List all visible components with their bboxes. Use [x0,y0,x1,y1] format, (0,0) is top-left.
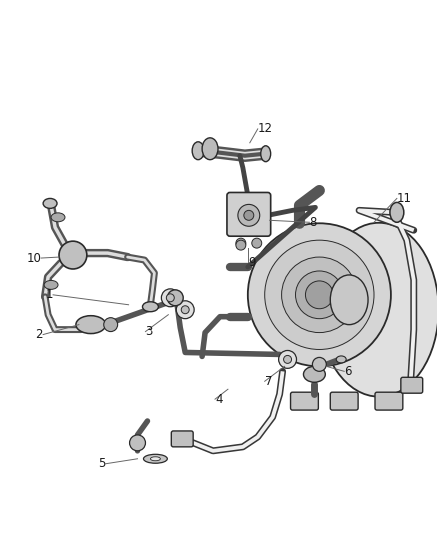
Text: 6: 6 [344,365,352,378]
Text: 9: 9 [248,255,255,269]
FancyBboxPatch shape [401,377,423,393]
Ellipse shape [319,223,438,397]
Ellipse shape [261,146,271,161]
Circle shape [312,358,326,372]
Text: 8: 8 [309,216,317,229]
Circle shape [236,238,246,248]
Circle shape [238,204,260,226]
Ellipse shape [202,138,218,160]
Ellipse shape [142,302,159,312]
Circle shape [104,318,118,332]
Text: 1: 1 [46,288,53,301]
Ellipse shape [51,213,65,222]
FancyBboxPatch shape [375,392,403,410]
Circle shape [167,290,183,306]
Circle shape [252,238,262,248]
Text: 11: 11 [397,192,412,205]
Circle shape [283,356,292,364]
Circle shape [166,294,174,302]
FancyBboxPatch shape [227,192,271,236]
Ellipse shape [144,454,167,463]
Circle shape [244,211,254,220]
Circle shape [161,289,179,307]
Text: 4: 4 [215,393,223,406]
Text: 10: 10 [26,252,41,264]
Circle shape [176,301,194,319]
FancyBboxPatch shape [171,431,193,447]
Ellipse shape [390,203,404,222]
Circle shape [282,257,357,333]
Circle shape [279,351,297,368]
Text: 3: 3 [145,325,153,338]
FancyBboxPatch shape [290,392,318,410]
Ellipse shape [43,198,57,208]
Circle shape [236,240,246,250]
Circle shape [59,241,87,269]
Circle shape [130,435,145,451]
Ellipse shape [330,275,368,325]
Ellipse shape [336,356,346,363]
Text: 5: 5 [99,457,106,470]
Ellipse shape [76,316,106,334]
Circle shape [305,281,333,309]
Ellipse shape [44,280,58,289]
Ellipse shape [150,457,160,461]
Circle shape [181,306,189,314]
Text: 2: 2 [35,328,43,341]
Text: 12: 12 [258,123,273,135]
Circle shape [296,271,343,319]
Text: 7: 7 [265,375,272,388]
Ellipse shape [192,142,204,160]
Circle shape [265,240,374,350]
Circle shape [248,223,391,366]
Ellipse shape [304,366,325,382]
FancyBboxPatch shape [330,392,358,410]
